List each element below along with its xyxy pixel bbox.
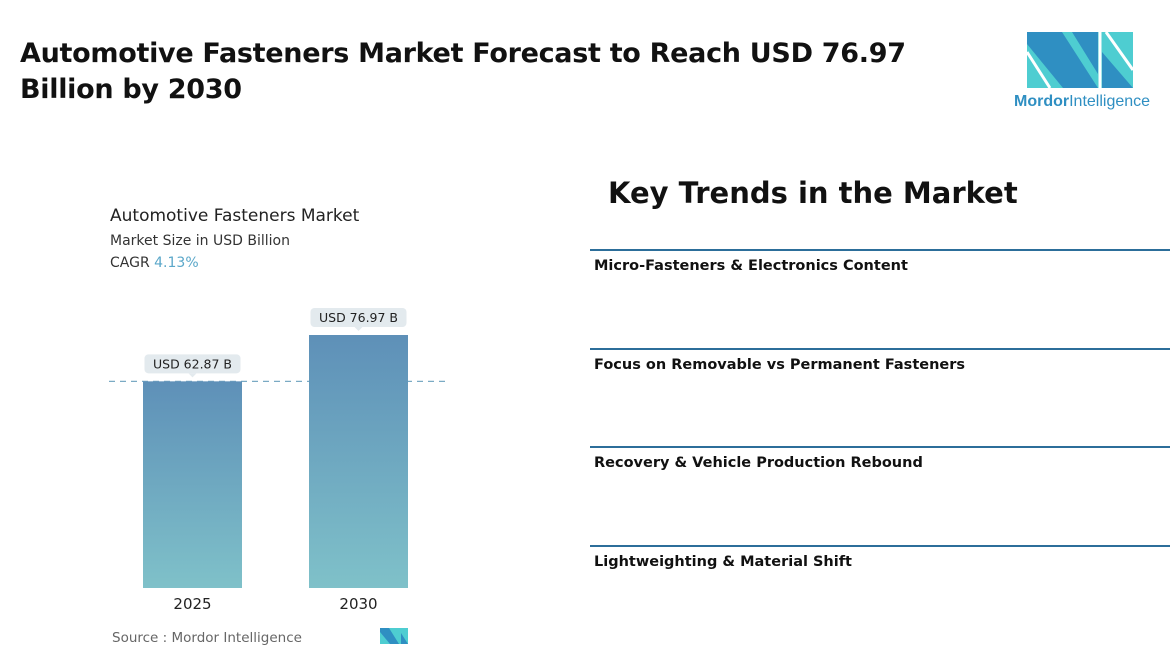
data-label-pointer: [188, 373, 197, 378]
data-label: USD 76.97 B: [319, 310, 398, 325]
bar-chart: USD 62.87 B 2025 USD 76.97 B 2030: [109, 308, 446, 613]
logo-text: MordorIntelligence: [1014, 93, 1151, 110]
trend-item: Focus on Removable vs Permanent Fastener…: [590, 348, 1170, 373]
data-label-pointer: [354, 327, 363, 331]
mordor-intelligence-logo: MordorIntelligence: [1014, 30, 1154, 110]
cagr-value: 4.13%: [154, 255, 199, 271]
cagr: CAGR 4.13%: [110, 255, 199, 271]
trend-item: Lightweighting & Material Shift: [590, 545, 1170, 570]
x-tick-label: 2030: [339, 595, 377, 613]
data-label: USD 62.87 B: [153, 356, 232, 371]
trend-item: Micro-Fasteners & Electronics Content: [590, 249, 1170, 274]
x-tick-label: 2025: [173, 595, 211, 613]
page-title: Automotive Fasteners Market Forecast to …: [20, 38, 906, 105]
chart-card: Automotive Fasteners Market Market Size …: [96, 192, 448, 656]
chart-title: Automotive Fasteners Market: [110, 206, 360, 226]
data-label-bg: [144, 354, 241, 374]
data-label-bg: [310, 308, 407, 327]
small-logo-icon: [380, 628, 408, 644]
logo-mark-icon: [1025, 31, 1135, 89]
chart-subtitle: Market Size in USD Billion: [110, 233, 290, 249]
bar-2030: [309, 335, 408, 588]
key-trends-heading: Key Trends in the Market: [608, 176, 1018, 210]
chart-source: Source : Mordor Intelligence: [112, 630, 302, 646]
trend-item: Recovery & Vehicle Production Rebound: [590, 446, 1170, 471]
bar-2025: [143, 381, 242, 588]
